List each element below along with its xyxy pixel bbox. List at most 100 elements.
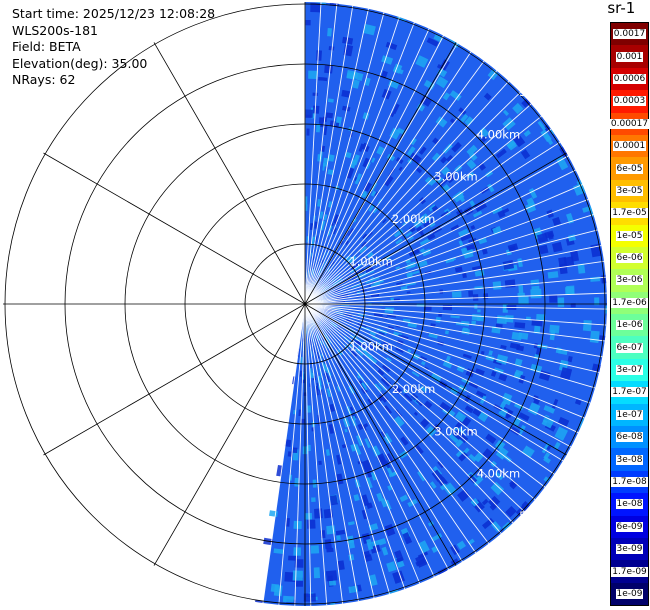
speckle (481, 248, 488, 255)
speckle (518, 332, 529, 340)
speckle (407, 348, 412, 353)
speckle (406, 291, 411, 294)
color-scale-label: 0.0003 (612, 96, 647, 107)
speckle (458, 240, 464, 247)
speckle (354, 176, 358, 182)
ray-gap (304, 91, 521, 305)
speckle (418, 540, 430, 554)
color-scale-label: 3e-06 (615, 275, 644, 286)
speckle (605, 305, 607, 314)
speckle (480, 350, 485, 355)
speckle (363, 181, 372, 192)
speckle (317, 198, 321, 207)
ray-gap (304, 303, 514, 524)
speckle (472, 210, 483, 218)
speckle (403, 393, 413, 402)
ray-gap (304, 303, 572, 448)
speckle (310, 545, 320, 554)
ray-gap (304, 16, 400, 305)
speckle (370, 190, 377, 197)
colorbar-units: m-1 sr-1 (607, 0, 650, 17)
speckle (365, 279, 375, 284)
speckle (305, 329, 307, 335)
speckle (378, 392, 389, 403)
speckle (485, 433, 497, 444)
speckle (442, 305, 453, 311)
speckle (337, 348, 343, 356)
speckle (326, 388, 332, 398)
speckle (536, 314, 546, 321)
speckle (495, 323, 503, 329)
speckle (559, 367, 573, 381)
color-scale-label: 1.7e-06 (611, 297, 648, 308)
speckle (438, 401, 451, 414)
speckle (520, 149, 531, 160)
speckle (491, 521, 502, 533)
speckle (328, 201, 333, 208)
speckle (468, 538, 475, 545)
speckle (456, 540, 466, 550)
speckle (445, 257, 455, 264)
speckle (517, 424, 526, 436)
speckle (382, 341, 394, 348)
speckle (399, 494, 409, 503)
ray-gap (304, 229, 598, 305)
speckle (324, 539, 332, 549)
speckle (356, 375, 361, 379)
speckle (411, 371, 420, 378)
speckle (311, 427, 314, 432)
speckle (366, 477, 373, 489)
speckle (371, 335, 379, 341)
speckle (327, 225, 333, 236)
speckle (554, 441, 561, 450)
speckle (352, 79, 360, 89)
speckle (330, 494, 338, 506)
color-scale-swatch: 3e-05 (611, 179, 648, 203)
color-scale-label: 0.0001 (612, 141, 647, 152)
speckle (340, 240, 344, 245)
speckle (423, 400, 433, 410)
speckle (535, 109, 544, 119)
speckle (483, 293, 489, 300)
speckle (300, 356, 303, 365)
speckle (323, 124, 328, 136)
speckle (424, 176, 434, 185)
speckle (412, 154, 422, 164)
speckle (353, 338, 361, 345)
ray-gap (304, 303, 463, 562)
speckle (477, 309, 481, 313)
ray-gap (278, 303, 306, 605)
speckle (500, 344, 507, 350)
ray-gap (304, 303, 555, 475)
speckle (473, 451, 484, 463)
ray-gap (304, 303, 591, 404)
ray-gap (304, 103, 532, 305)
speckle (535, 347, 542, 357)
speckle (365, 231, 373, 241)
speckle (336, 535, 341, 541)
speckle (373, 279, 384, 285)
speckle (331, 307, 342, 310)
speckle (316, 382, 319, 391)
azimuth-spoke (304, 42, 457, 305)
speckle (530, 288, 542, 299)
color-scale-label: 3e-08 (615, 454, 644, 465)
ray-gap (304, 303, 344, 604)
ray-gap (304, 303, 596, 389)
ray-count: NRays: 62 (12, 72, 76, 87)
speckle (366, 502, 373, 509)
ray-gap (304, 35, 444, 305)
speckle (396, 127, 405, 135)
speckle (347, 228, 354, 237)
color-scale-swatch: 3e-06 (611, 269, 648, 292)
speckle (559, 263, 568, 275)
speckle (336, 473, 344, 485)
ray-gap (304, 303, 525, 512)
speckle (416, 260, 428, 268)
speckle (310, 277, 313, 284)
speckle (472, 408, 482, 417)
ray-gap (304, 276, 606, 305)
speckle (521, 501, 531, 510)
speckle (323, 260, 327, 266)
speckle (344, 151, 352, 159)
